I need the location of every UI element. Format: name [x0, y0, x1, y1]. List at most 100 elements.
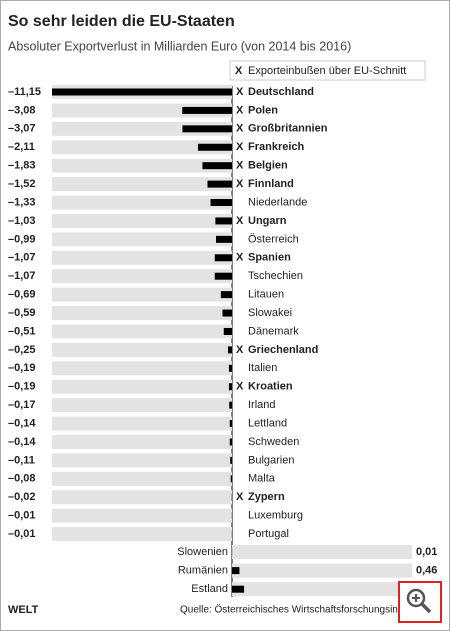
highlight-marker: X — [236, 160, 244, 172]
category-label: Slowakei — [248, 307, 292, 319]
category-label: Zypern — [248, 491, 285, 503]
value-label: –0,01 — [8, 528, 36, 540]
row-background — [52, 306, 232, 321]
value-label: 0,46 — [416, 565, 437, 577]
row-background — [52, 287, 232, 302]
value-label: –0,08 — [8, 473, 36, 485]
bar — [229, 401, 232, 409]
row-background — [52, 324, 232, 339]
category-label: Schweden — [248, 436, 299, 448]
value-label: –3,07 — [8, 123, 36, 135]
value-label: –0,51 — [8, 325, 36, 337]
chart-subtitle: Absoluter Exportverlust in Milliarden Eu… — [8, 39, 351, 53]
bar — [197, 143, 232, 151]
legend-box — [229, 60, 426, 81]
highlight-marker: X — [236, 141, 244, 153]
bar — [232, 567, 240, 575]
category-label: Malta — [248, 473, 276, 485]
value-label: –3,08 — [8, 104, 36, 116]
legend-label: Exporteinbußen über EU-Schnitt — [248, 65, 406, 77]
value-label: –0,02 — [8, 491, 36, 503]
value-label: –0,17 — [8, 399, 36, 411]
row-background — [232, 545, 412, 559]
category-label: Deutschland — [248, 86, 314, 98]
row-background — [52, 527, 232, 542]
bar — [214, 254, 232, 262]
bar — [222, 309, 232, 317]
row-background — [52, 453, 232, 468]
row-background — [52, 416, 232, 431]
bar — [229, 438, 232, 446]
row-background — [52, 195, 232, 210]
bar — [220, 291, 232, 299]
value-label: –1,33 — [8, 196, 36, 208]
row-background — [52, 177, 232, 192]
bar — [227, 346, 232, 354]
bar — [229, 420, 232, 428]
chart-title: So sehr leiden die EU-Staaten — [8, 13, 235, 30]
zoom-handle[interactable] — [420, 602, 432, 614]
category-label: Finnland — [248, 178, 294, 190]
highlight-marker: X — [236, 123, 244, 135]
bar — [52, 88, 232, 96]
value-label: 0,01 — [416, 546, 437, 558]
bar — [230, 456, 232, 464]
row-background — [52, 508, 232, 523]
category-label: Luxemburg — [248, 510, 303, 522]
category-label: Österreich — [248, 233, 299, 245]
row-background — [52, 490, 232, 505]
value-label: –0,01 — [8, 510, 36, 522]
category-label: Slowenien — [177, 546, 228, 558]
value-label: –1,83 — [8, 160, 36, 172]
category-label: Spanien — [248, 252, 291, 264]
row-background — [52, 140, 232, 155]
highlight-marker: X — [236, 252, 244, 264]
value-label: –0,14 — [8, 417, 36, 429]
bar — [207, 180, 232, 188]
bar — [232, 585, 245, 593]
row-background — [52, 471, 232, 486]
highlight-marker: X — [236, 381, 244, 393]
bar — [214, 272, 232, 280]
highlight-marker: X — [236, 344, 244, 356]
value-label: –0,25 — [8, 344, 36, 356]
legend-marker: X — [235, 65, 243, 77]
highlight-marker: X — [236, 178, 244, 190]
row-background — [52, 158, 232, 173]
category-label: Estland — [191, 583, 228, 595]
bar — [228, 383, 232, 391]
bar — [202, 162, 232, 170]
row-background — [52, 379, 232, 394]
value-label: –0,69 — [8, 289, 36, 301]
category-label: Großbritannien — [248, 123, 328, 135]
row-background — [52, 269, 232, 284]
category-label: Italien — [248, 362, 277, 374]
zoom-frame[interactable] — [398, 581, 442, 623]
zoom-button[interactable] — [398, 581, 442, 623]
highlight-marker: X — [236, 491, 244, 503]
category-label: Ungarn — [248, 215, 287, 227]
zoom-lens[interactable] — [406, 588, 426, 608]
value-label: –0,19 — [8, 381, 36, 393]
row-background — [52, 232, 232, 247]
bar — [182, 106, 232, 114]
bar — [210, 199, 232, 207]
row-background — [52, 434, 232, 449]
category-label: Bulgarien — [248, 454, 294, 466]
value-label: –1,07 — [8, 270, 36, 282]
highlight-marker: X — [236, 86, 244, 98]
row-background — [52, 361, 232, 376]
category-label: Belgien — [248, 160, 288, 172]
value-label: –1,03 — [8, 215, 36, 227]
value-label: –0,11 — [8, 454, 35, 466]
bar — [230, 475, 232, 483]
category-label: Niederlande — [248, 196, 307, 208]
category-label: Litauen — [248, 289, 284, 301]
bar — [228, 364, 232, 372]
brand: WELT — [8, 604, 39, 616]
row-background — [52, 213, 232, 228]
bar — [216, 235, 232, 243]
category-label: Rumänien — [178, 565, 228, 577]
value-label: –1,52 — [8, 178, 36, 190]
